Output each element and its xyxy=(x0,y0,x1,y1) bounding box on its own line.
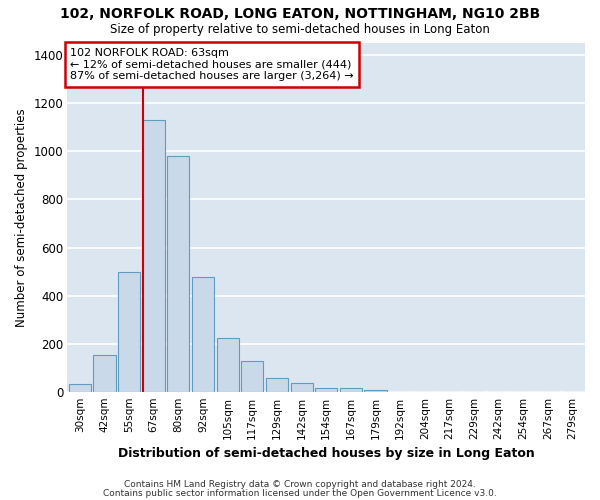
Text: Contains public sector information licensed under the Open Government Licence v3: Contains public sector information licen… xyxy=(103,490,497,498)
Y-axis label: Number of semi-detached properties: Number of semi-detached properties xyxy=(15,108,28,327)
Bar xyxy=(94,355,116,393)
Bar xyxy=(266,378,288,392)
Text: Contains HM Land Registry data © Crown copyright and database right 2024.: Contains HM Land Registry data © Crown c… xyxy=(124,480,476,489)
Text: 102 NORFOLK ROAD: 63sqm
← 12% of semi-detached houses are smaller (444)
87% of s: 102 NORFOLK ROAD: 63sqm ← 12% of semi-de… xyxy=(70,48,353,81)
Text: 102, NORFOLK ROAD, LONG EATON, NOTTINGHAM, NG10 2BB: 102, NORFOLK ROAD, LONG EATON, NOTTINGHA… xyxy=(60,8,540,22)
Text: Size of property relative to semi-detached houses in Long Eaton: Size of property relative to semi-detach… xyxy=(110,22,490,36)
Bar xyxy=(69,384,91,392)
X-axis label: Distribution of semi-detached houses by size in Long Eaton: Distribution of semi-detached houses by … xyxy=(118,447,535,460)
Bar xyxy=(118,272,140,392)
Bar xyxy=(364,390,386,392)
Bar xyxy=(143,120,165,392)
Bar xyxy=(241,361,263,392)
Bar xyxy=(340,388,362,392)
Bar xyxy=(167,156,190,392)
Bar xyxy=(290,383,313,392)
Bar xyxy=(315,388,337,392)
Bar xyxy=(217,338,239,392)
Bar xyxy=(192,276,214,392)
